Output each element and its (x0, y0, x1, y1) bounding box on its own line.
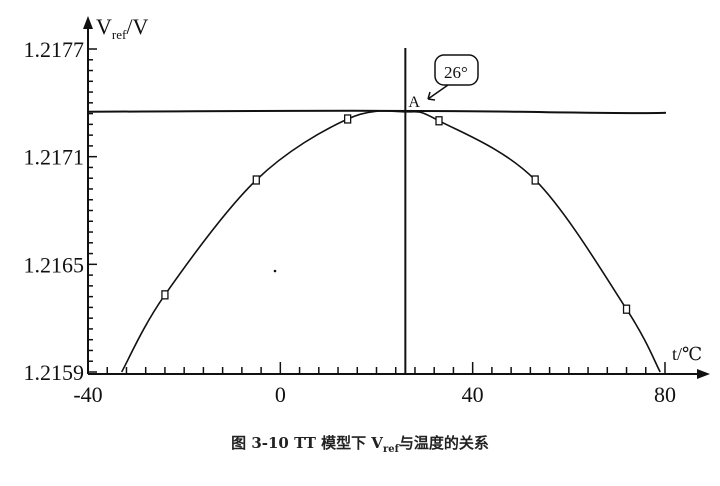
y-tick-label: 1.2177 (24, 37, 85, 62)
data-point-marker (622, 304, 631, 314)
stray-dot (273, 269, 277, 273)
y-tick-label: 1.2159 (24, 360, 85, 385)
data-point-marker (252, 175, 260, 185)
x-tick-label: 40 (462, 382, 484, 407)
data-point-marker (161, 290, 169, 300)
point-a-label: A (408, 94, 420, 111)
callout-text: 26° (444, 63, 468, 82)
data-point-marker (531, 175, 539, 185)
series-curve (120, 110, 661, 373)
marks (87, 48, 667, 374)
horizontal-reference-line (87, 109, 667, 115)
x-tick-label: -40 (73, 382, 102, 407)
callout-26: 26° (427, 54, 479, 101)
x-axis-arrow-icon (697, 369, 710, 379)
callout-arrow (427, 84, 449, 101)
data-point-marker (435, 116, 443, 126)
x-tick-label: 0 (275, 382, 286, 407)
y-axis-label: Vref/V (96, 14, 148, 42)
y-tick-label: 1.2165 (24, 252, 85, 277)
data-point-marker (343, 114, 352, 124)
y-tick-label: 1.2171 (24, 145, 85, 170)
axes: -40 0 40 80 1.2159 1.2165 1.2171 1.2177 (24, 16, 710, 407)
figure-caption: 图 3-10 TT 模型下 Vref与温度的关系 (231, 434, 489, 455)
x-tick-label: 80 (654, 382, 676, 407)
callout-box (434, 54, 479, 86)
x-axis-label: t/℃ (672, 344, 702, 364)
y-axis-arrow-icon (83, 16, 93, 29)
